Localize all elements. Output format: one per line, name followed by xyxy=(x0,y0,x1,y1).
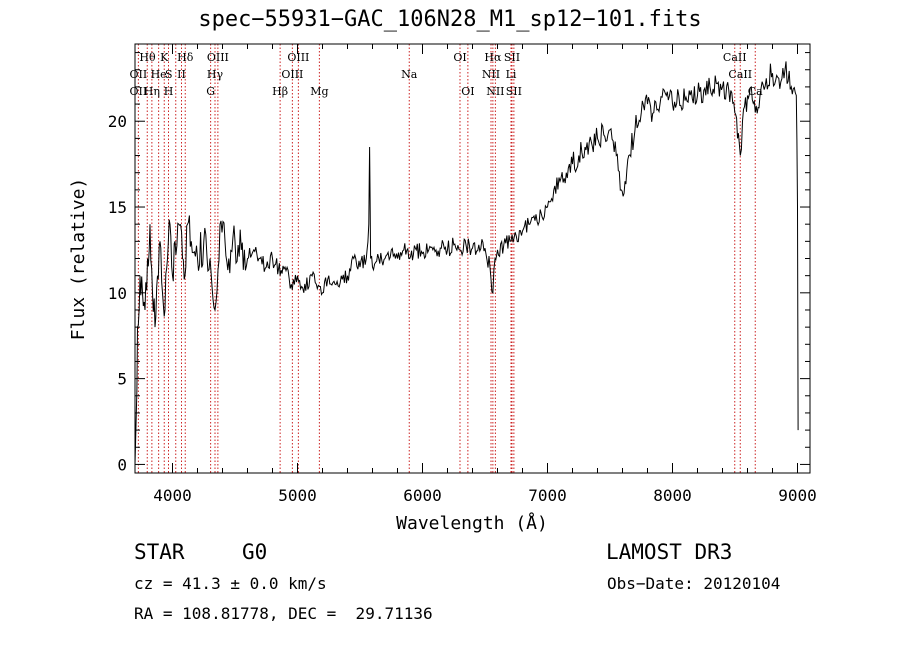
marker-label: Na xyxy=(401,68,418,81)
y-tick-label: 20 xyxy=(108,112,127,131)
y-axis: 0 5 10 15 20 xyxy=(108,52,810,474)
marker-label: NII xyxy=(486,85,504,98)
x-tick-label: 9000 xyxy=(778,486,817,505)
observation-date: Obs−Date: 20120104 xyxy=(607,574,781,593)
marker-label: OIII xyxy=(287,51,309,64)
marker-label: OII xyxy=(130,85,148,98)
marker-label: OIII xyxy=(281,68,303,81)
marker-label: Mg xyxy=(310,85,328,98)
y-tick-label: 15 xyxy=(108,198,127,217)
marker-label: OII xyxy=(130,68,148,81)
marker-label: K xyxy=(160,51,169,64)
spectral-subclass: G0 xyxy=(242,540,268,564)
object-class: STAR xyxy=(134,540,185,564)
spectrum-line xyxy=(134,61,799,465)
y-axis-label: Flux (relative) xyxy=(68,178,89,341)
redshift-readout: cz = 41.3 ± 0.0 km/s xyxy=(134,574,327,593)
plot-title: spec−55931−GAC_106N28_M1_sp12−101.fits xyxy=(198,7,702,32)
y-tick-label: 0 xyxy=(117,455,127,474)
marker-label: NII xyxy=(482,68,500,81)
marker-label: G xyxy=(206,85,215,98)
marker-label: Hδ xyxy=(177,51,194,64)
marker-label: Li xyxy=(506,68,517,81)
series-group xyxy=(134,61,799,465)
x-tick-label: 5000 xyxy=(278,486,317,505)
x-axis-label: Wavelength (Å) xyxy=(396,512,548,534)
x-tick-label: 6000 xyxy=(403,486,442,505)
x-tick-label: 7000 xyxy=(528,486,567,505)
marker-label: SII xyxy=(504,51,520,64)
marker-label: OI xyxy=(461,85,474,98)
marker-label: H xyxy=(164,85,174,98)
x-tick-label: 4000 xyxy=(153,486,192,505)
marker-label: SII xyxy=(506,85,522,98)
marker-label: OI xyxy=(453,51,466,64)
marker-label: Hγ xyxy=(207,68,224,81)
marker-label: CaII xyxy=(723,51,747,64)
marker-label: Hη xyxy=(144,85,160,98)
marker-label: He xyxy=(151,68,167,81)
x-tick-label: 8000 xyxy=(653,486,692,505)
marker-label: OIII xyxy=(207,51,229,64)
marker-label: Hα xyxy=(484,51,502,64)
x-axis: 4000 5000 6000 7000 8000 9000 xyxy=(153,44,817,505)
survey-name: LAMOST DR3 xyxy=(606,540,733,564)
marker-label: Hβ xyxy=(272,85,288,98)
marker-label: S xyxy=(165,68,173,81)
marker-label: II xyxy=(177,68,186,81)
marker-label: Hθ xyxy=(139,51,156,64)
marker-label: CaII xyxy=(728,68,752,81)
coordinates-readout: RA = 108.81778, DEC = 29.71136 xyxy=(134,604,433,623)
y-tick-label: 10 xyxy=(108,284,127,303)
y-tick-label: 5 xyxy=(117,370,127,389)
